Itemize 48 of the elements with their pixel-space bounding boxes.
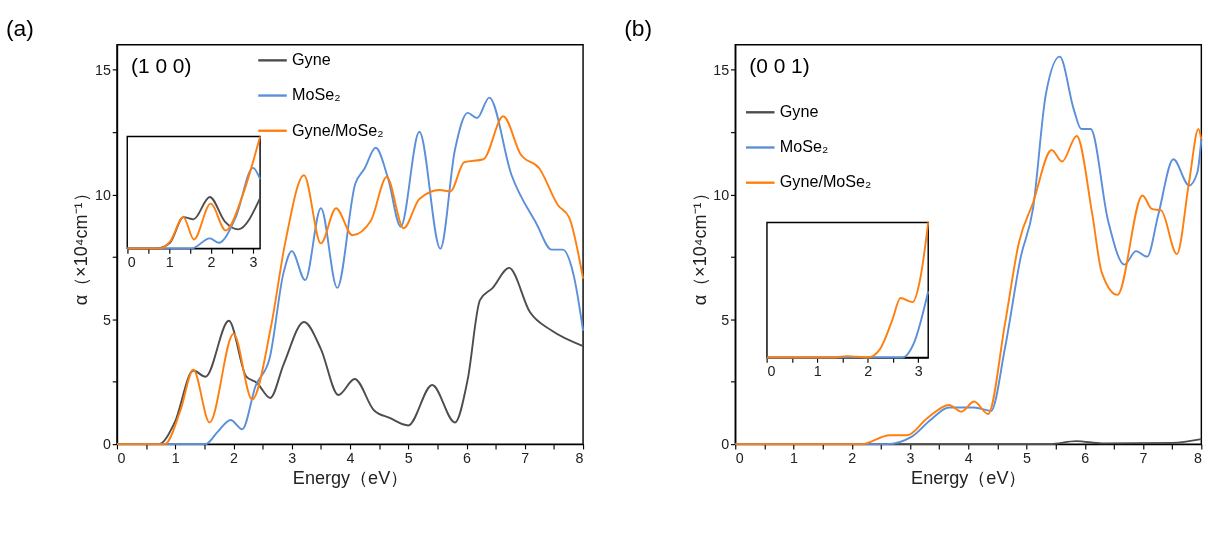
x-tick-label: 0 xyxy=(767,363,776,380)
y-tick-label: 5 xyxy=(721,311,730,328)
y-tick-label: 15 xyxy=(94,61,111,78)
x-tick-label: 2 xyxy=(848,449,857,466)
y-tick-label: 5 xyxy=(102,311,111,328)
chart-title: (a) xyxy=(6,15,34,42)
x-tick-label: 5 xyxy=(1023,449,1032,466)
x-axis-title: Energy（eV） xyxy=(911,467,1027,488)
x-tick-label: 2 xyxy=(230,449,239,466)
y-tick-label: 0 xyxy=(102,436,111,453)
x-tick-label: 3 xyxy=(914,363,923,380)
y-tick-label: 0 xyxy=(721,436,730,453)
y-axis-title: α（×10⁴cm⁻¹） xyxy=(71,184,92,306)
annotation: (0 0 1) xyxy=(749,54,810,78)
x-tick-label: 7 xyxy=(1139,449,1148,466)
legend-label: Gyne xyxy=(292,50,331,69)
x-tick-label: 0 xyxy=(127,253,136,270)
y-tick-label: 10 xyxy=(94,186,111,203)
legend-label: Gyne/MoSe₂ xyxy=(292,120,384,139)
y-tick-label: 10 xyxy=(713,186,730,203)
x-tick-label: 8 xyxy=(1193,449,1202,466)
x-tick-label: 4 xyxy=(964,449,973,466)
legend-label: MoSe₂ xyxy=(292,85,341,104)
x-tick-label: 6 xyxy=(463,449,472,466)
y-axis-title: α（×10⁴cm⁻¹） xyxy=(689,184,710,306)
x-tick-label: 1 xyxy=(790,449,799,466)
y-tick-label: 15 xyxy=(713,61,730,78)
annotation: (1 0 0) xyxy=(130,54,192,78)
legend-label: Gyne xyxy=(779,102,819,121)
x-tick-label: 3 xyxy=(288,449,297,466)
x-tick-label: 4 xyxy=(346,449,355,466)
x-tick-label: 6 xyxy=(1081,449,1090,466)
x-tick-label: 8 xyxy=(575,449,584,466)
x-tick-label: 3 xyxy=(249,253,258,270)
legend-label: Gyne/MoSe₂ xyxy=(779,172,872,191)
x-tick-label: 5 xyxy=(404,449,413,466)
x-tick-label: 1 xyxy=(165,253,174,270)
x-tick-label: 0 xyxy=(117,449,126,466)
x-tick-label: 0 xyxy=(735,449,744,466)
x-tick-label: 2 xyxy=(864,363,873,380)
x-tick-label: 1 xyxy=(171,449,180,466)
x-tick-label: 3 xyxy=(906,449,915,466)
legend-label: MoSe₂ xyxy=(779,137,829,156)
x-axis-title: Energy（eV） xyxy=(292,467,409,488)
x-tick-label: 2 xyxy=(207,253,216,270)
chart-title: (b) xyxy=(624,15,653,42)
x-tick-label: 7 xyxy=(521,449,530,466)
x-tick-label: 1 xyxy=(813,363,822,380)
